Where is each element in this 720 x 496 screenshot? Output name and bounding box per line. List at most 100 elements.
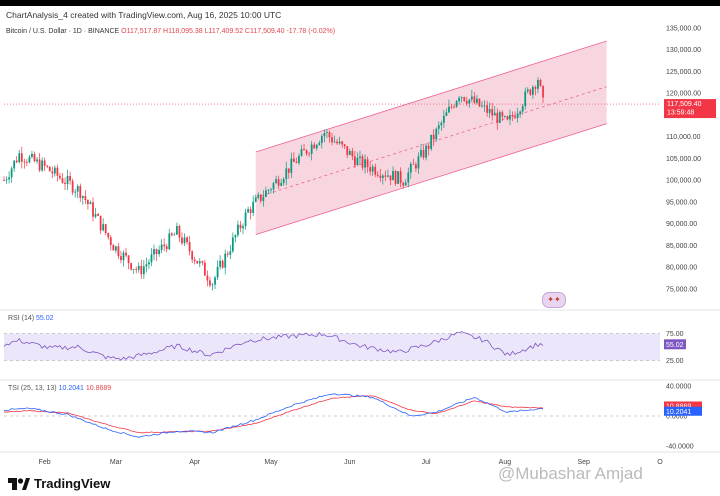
candle-body [537,80,539,89]
candle-body [519,111,522,114]
tsi-line [4,393,544,438]
candle-body [262,196,265,201]
candle-body [346,146,349,155]
candle-body [51,171,54,174]
candle-body [353,156,356,166]
candle-body [374,166,377,175]
candle-body [267,189,270,191]
candle-body [71,180,74,193]
candle-body [272,183,275,190]
candle-body [33,153,36,162]
price-tick-label: 110,000.00 [666,134,701,141]
candle-body [130,263,133,270]
candle-body [445,112,448,116]
candle-body [417,156,420,169]
candle-body [252,201,255,213]
candle-body [28,156,31,163]
candle-body [20,153,23,162]
candle-body [145,264,148,267]
candle-body [196,260,199,264]
countdown-label: 13:59:48 [667,110,694,117]
candle-body [109,237,112,246]
candle-body [244,212,247,227]
candle-body [359,156,361,158]
candle-body [120,256,122,261]
tsi-label: TSI (25, 13, 13) [8,385,57,392]
tsi-signal-line [3,395,544,434]
time-axis-label: May [264,459,278,466]
candle-body [448,106,450,113]
rsi-line [3,331,544,361]
candle-body [534,87,537,89]
candle-body [23,161,26,163]
candle-body [216,266,219,278]
candle-body [526,89,529,92]
candle-body [178,226,181,238]
candle-body [94,213,97,217]
candle-body [89,202,92,205]
candle-body [409,163,412,173]
candle-body [460,97,463,98]
candle-body [387,175,389,177]
candle-body [473,96,476,103]
tsi-signal-badge [664,401,702,411]
candle-body [219,260,222,267]
candle-body [142,266,145,275]
candle-body [247,209,249,213]
candle-body [74,191,77,193]
candle-body [341,141,344,145]
candle-body [135,269,138,270]
candle-body [379,175,382,178]
candle-body [79,186,82,198]
chart-card: 135,000.00 130,000.00 125,000.00 120,000.00… [0,6,720,496]
candle-body [430,134,433,149]
candle-body [529,89,532,95]
candle-body [125,252,127,256]
tsi-value-blue: 10.2041 [58,385,84,392]
candle-body [275,179,277,184]
tradingview-logo-text: TradingView [34,476,111,491]
rsi-legend[interactable]: RSI (14) 55.02 [8,315,54,322]
channel-mid-line [255,86,607,199]
symbol-name: Bitcoin / U.S. Dollar · 1D · BINANCE [6,28,120,35]
candle-body [36,159,38,162]
tradingview-logo[interactable]: TradingView [8,476,110,491]
price-tick-label: 95,000.00 [666,199,697,206]
candle-body [486,105,488,113]
candle-body [25,162,28,163]
candle-body [478,98,481,107]
candle-body [323,132,326,137]
candle-body [155,249,158,255]
price-tick-label: 120,000.00 [666,91,701,98]
candle-body [277,179,280,186]
tsi-tick-label: -40.0000 [666,444,694,451]
candle-body [56,167,59,176]
candle-body [31,153,33,157]
candle-body [450,106,453,108]
candle-body [465,100,468,104]
candle-body [425,145,427,158]
candle-body [242,226,244,229]
candle-body [112,245,115,251]
candle-body [84,196,87,201]
candle-body [158,249,160,255]
candle-body [511,115,514,117]
candle-body [97,213,99,216]
candle-body [5,179,8,181]
candle-body [92,202,94,217]
tsi-legend[interactable]: TSI (25, 13, 13) 10.2041 10.8689 [8,385,111,392]
candle-body [132,269,135,270]
symbol-legend[interactable]: Bitcoin / U.S. Dollar · 1D · BINANCE O11… [6,28,335,35]
price-tick-label: 90,000.00 [666,221,697,228]
time-axis-label: Aug [499,459,512,466]
candle-body [481,105,483,107]
candle-body [300,148,303,156]
candle-body [191,251,194,260]
time-axis-label: Jun [344,459,355,466]
candle-body [483,105,486,107]
candle-body [102,224,105,231]
emoji-sticker-icon[interactable]: ✦✦ [542,292,566,308]
candle-body [66,176,69,185]
chart-svg[interactable]: 135,000.00 130,000.00 125,000.00 120,000.00… [0,6,720,496]
candle-body [229,251,232,255]
